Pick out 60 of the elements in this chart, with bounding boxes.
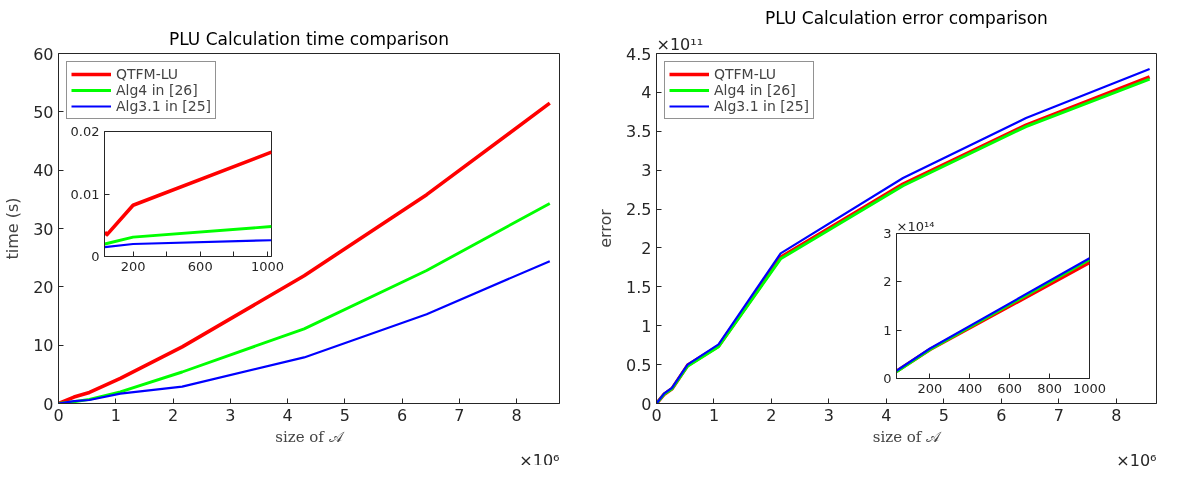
x-tick-label: 1 (708, 405, 720, 425)
y-tick-label: 4 (641, 83, 652, 103)
text: ×10⁶ (519, 450, 560, 470)
y-tick-label: 1.5 (626, 277, 652, 297)
x-tick-label: 7 (454, 405, 465, 425)
x-tick-label: 7 (1053, 405, 1064, 425)
legend-label: Alg4 in [26] (116, 82, 198, 98)
x-tick-label: 3 (225, 405, 236, 425)
chart-title: PLU Calculation error comparison (765, 7, 1048, 28)
y-tick-label: 0.02 (70, 124, 100, 139)
legend-label: Alg3.1 in [25] (714, 98, 810, 114)
y-tick-label: 60 (33, 44, 54, 64)
y-tick-label: 3.5 (626, 122, 652, 142)
y-tick-label: 50 (33, 102, 54, 122)
x-tick-label: 800 (1037, 380, 1063, 396)
y-tick-label: 2.5 (626, 200, 652, 220)
x-tick-label: 1000 (250, 258, 285, 274)
legend-label: QTFM-LU (714, 66, 777, 82)
y-tick-label: 30 (33, 219, 54, 239)
annotation: ×10¹⁴ (896, 218, 935, 234)
y-axis-title: time (s) (3, 197, 23, 260)
y-tick-label: 1 (883, 322, 892, 338)
x-tick-label: 5 (339, 405, 350, 425)
y-tick-label: 0.5 (626, 355, 652, 375)
x-axis-title: size of 𝒜 (275, 427, 345, 446)
legend-label: Alg4 in [26] (714, 82, 796, 98)
y-tick-label: 0.01 (70, 186, 100, 202)
x-tick-label: 2 (766, 405, 777, 425)
x-tick-label: 400 (957, 380, 983, 396)
y-tick-label: 2 (883, 274, 892, 290)
x-tick-label: 5 (938, 405, 949, 425)
x-tick-label: 1000 (1072, 380, 1107, 396)
x-tick-label: 200 (917, 380, 943, 396)
y-tick-label: 3 (883, 226, 892, 241)
y-tick-label: 10 (33, 336, 54, 356)
x-axis-title: size of 𝒜 (872, 427, 943, 446)
y-tick-label: 20 (33, 277, 54, 297)
x-tick-label: 1 (110, 405, 121, 425)
x-tick-label: 200 (120, 258, 146, 274)
x-tick-label: 600 (187, 258, 213, 274)
x-tick-label: 6 (996, 405, 1007, 425)
text: ×10¹¹ (656, 34, 704, 54)
chart-title: PLU Calculation time comparison (168, 28, 450, 49)
y-tick-label: 4.5 (626, 44, 652, 64)
x-tick-label: 2 (167, 405, 179, 425)
y-tick-label: 1 (641, 316, 652, 336)
x-tick-label: 8 (1111, 405, 1122, 425)
x-tick-label: 3 (823, 405, 835, 425)
y-tick-label: 2 (641, 238, 652, 258)
x-tick-label: 8 (511, 405, 522, 425)
x-tick-label: 4 (282, 405, 293, 425)
y-tick-label: 3 (641, 161, 652, 181)
line-series (104, 150, 272, 237)
x-tick-label: 600 (997, 380, 1023, 396)
legend-label: Alg3.1 in [25] (116, 98, 212, 114)
y-tick-label: 40 (33, 161, 54, 181)
x-tick-label: 6 (396, 405, 408, 425)
legend-label: QTFM-LU (116, 66, 179, 82)
text: ×10⁶ (1116, 450, 1157, 470)
y-axis-title: error (596, 208, 616, 248)
